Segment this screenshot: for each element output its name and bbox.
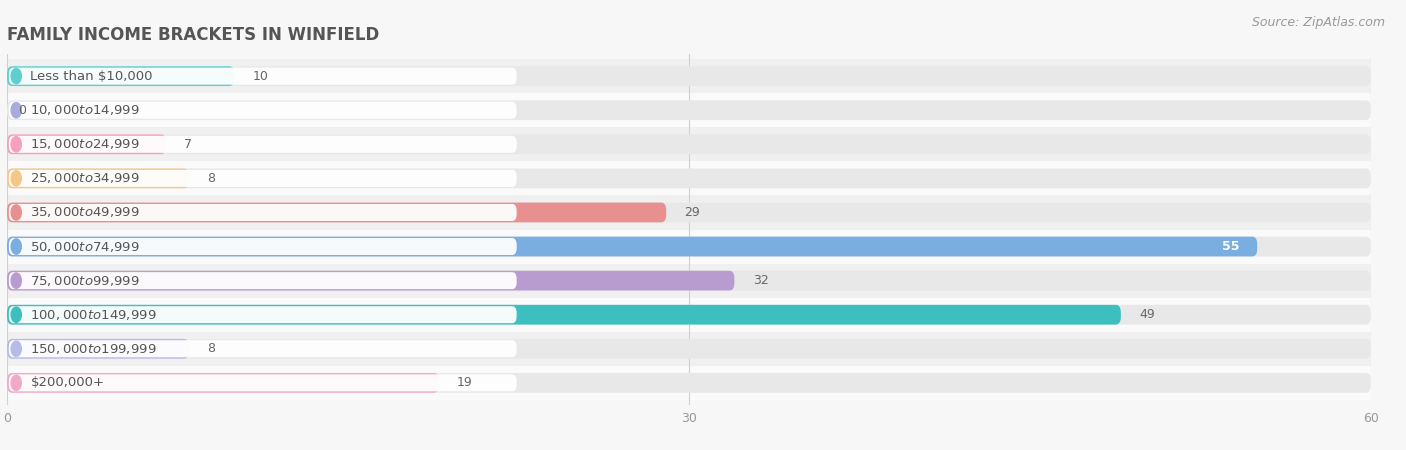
Text: Less than $10,000: Less than $10,000 xyxy=(31,70,153,83)
Text: 0: 0 xyxy=(18,104,27,117)
Bar xyxy=(7,230,1371,264)
FancyBboxPatch shape xyxy=(7,66,1371,86)
FancyBboxPatch shape xyxy=(7,135,1371,154)
Text: 32: 32 xyxy=(752,274,768,287)
Circle shape xyxy=(11,68,21,84)
Text: $150,000 to $199,999: $150,000 to $199,999 xyxy=(31,342,157,356)
Text: $200,000+: $200,000+ xyxy=(31,376,104,389)
Circle shape xyxy=(11,341,21,356)
Circle shape xyxy=(11,205,21,220)
FancyBboxPatch shape xyxy=(7,135,166,154)
FancyBboxPatch shape xyxy=(8,272,516,289)
Bar xyxy=(7,162,1371,195)
FancyBboxPatch shape xyxy=(7,202,666,222)
FancyBboxPatch shape xyxy=(7,305,1121,324)
FancyBboxPatch shape xyxy=(7,271,734,291)
FancyBboxPatch shape xyxy=(8,102,516,119)
Text: $100,000 to $149,999: $100,000 to $149,999 xyxy=(31,308,157,322)
Text: 7: 7 xyxy=(184,138,193,151)
FancyBboxPatch shape xyxy=(7,339,1371,359)
FancyBboxPatch shape xyxy=(7,168,188,188)
Bar xyxy=(7,127,1371,162)
Bar xyxy=(7,366,1371,400)
FancyBboxPatch shape xyxy=(8,340,516,357)
Circle shape xyxy=(11,239,21,254)
Text: Source: ZipAtlas.com: Source: ZipAtlas.com xyxy=(1251,16,1385,29)
Text: $10,000 to $14,999: $10,000 to $14,999 xyxy=(31,103,141,117)
Bar xyxy=(7,93,1371,127)
FancyBboxPatch shape xyxy=(7,373,1371,393)
Text: $25,000 to $34,999: $25,000 to $34,999 xyxy=(31,171,141,185)
FancyBboxPatch shape xyxy=(7,237,1257,256)
FancyBboxPatch shape xyxy=(7,305,1371,324)
Text: 55: 55 xyxy=(1222,240,1239,253)
Text: $75,000 to $99,999: $75,000 to $99,999 xyxy=(31,274,141,288)
FancyBboxPatch shape xyxy=(7,168,1371,188)
FancyBboxPatch shape xyxy=(7,373,439,393)
FancyBboxPatch shape xyxy=(8,238,516,255)
Text: FAMILY INCOME BRACKETS IN WINFIELD: FAMILY INCOME BRACKETS IN WINFIELD xyxy=(7,26,380,44)
FancyBboxPatch shape xyxy=(8,170,516,187)
Circle shape xyxy=(11,171,21,186)
Bar xyxy=(7,264,1371,297)
Text: 8: 8 xyxy=(207,172,215,185)
Text: $50,000 to $74,999: $50,000 to $74,999 xyxy=(31,239,141,253)
Bar xyxy=(7,59,1371,93)
Text: $35,000 to $49,999: $35,000 to $49,999 xyxy=(31,206,141,220)
Circle shape xyxy=(11,375,21,391)
FancyBboxPatch shape xyxy=(7,237,1371,256)
FancyBboxPatch shape xyxy=(8,136,516,153)
FancyBboxPatch shape xyxy=(8,306,516,323)
Text: $15,000 to $24,999: $15,000 to $24,999 xyxy=(31,137,141,151)
FancyBboxPatch shape xyxy=(7,271,1371,291)
FancyBboxPatch shape xyxy=(7,100,1371,120)
Circle shape xyxy=(11,307,21,322)
FancyBboxPatch shape xyxy=(8,68,516,85)
FancyBboxPatch shape xyxy=(7,202,1371,222)
Bar xyxy=(7,332,1371,366)
Bar xyxy=(7,297,1371,332)
Circle shape xyxy=(11,273,21,288)
FancyBboxPatch shape xyxy=(8,204,516,221)
FancyBboxPatch shape xyxy=(7,66,235,86)
Bar xyxy=(7,195,1371,230)
Text: 10: 10 xyxy=(253,70,269,83)
Circle shape xyxy=(11,137,21,152)
FancyBboxPatch shape xyxy=(8,374,516,392)
Text: 49: 49 xyxy=(1139,308,1154,321)
FancyBboxPatch shape xyxy=(7,339,188,359)
Text: 29: 29 xyxy=(685,206,700,219)
Text: 8: 8 xyxy=(207,342,215,355)
Text: 19: 19 xyxy=(457,376,472,389)
Circle shape xyxy=(11,103,21,118)
